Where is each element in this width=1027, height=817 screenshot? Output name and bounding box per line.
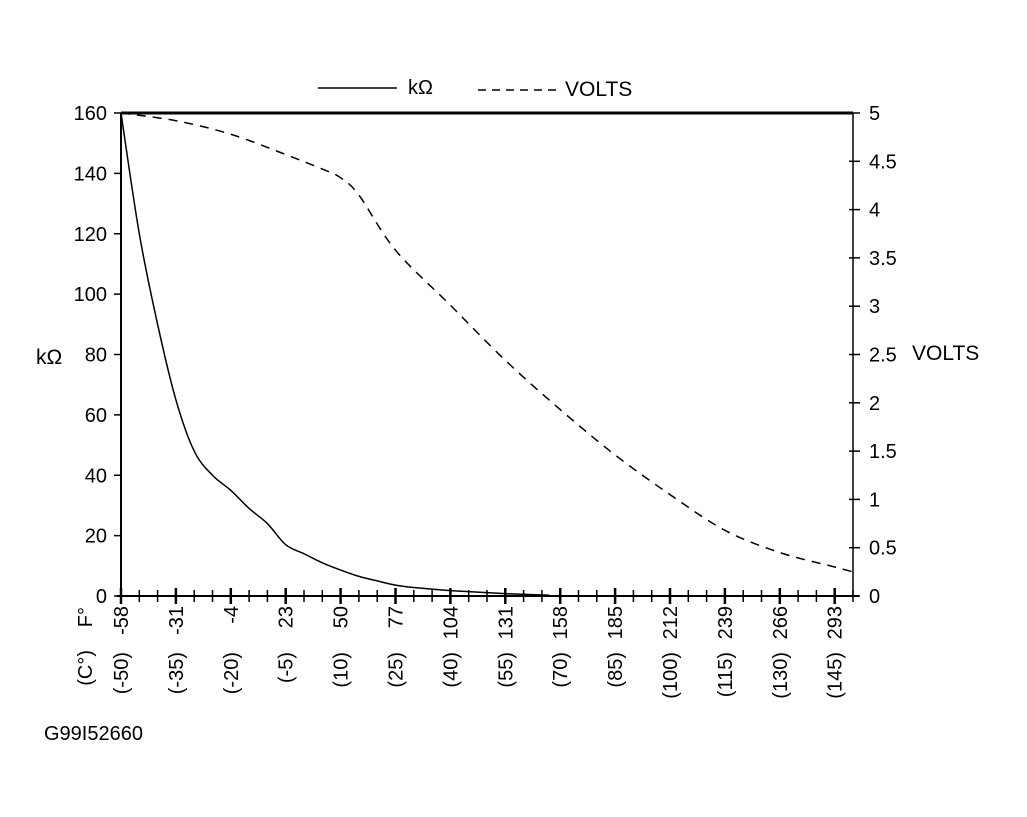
x-tick-label-c: (25) [386, 652, 408, 688]
x-tick-label-c: (70) [550, 652, 572, 688]
y-left-tick-label: 160 [74, 103, 107, 125]
legend: kΩ VOLTS [318, 77, 632, 101]
series-layer [120, 112, 854, 596]
x-tick-label-c: (-50) [111, 652, 133, 694]
x-tick-label-f: 158 [550, 606, 572, 639]
x-tick-label-f: 212 [660, 606, 682, 639]
x-axis-unit-c: (C°) [75, 650, 97, 686]
y-left-tick-label: 120 [74, 224, 107, 246]
x-tick-label-c: (100) [660, 652, 682, 699]
x-tick-label-f: 23 [276, 606, 298, 628]
x-tick-label-f: 104 [440, 606, 462, 639]
series-line-kohm [120, 112, 550, 596]
y-left-tick-label: 100 [74, 284, 107, 306]
y-right-tick-label: 0 [869, 586, 880, 608]
x-tick-label-f: -4 [221, 606, 243, 624]
y-left-tick-label: 0 [96, 586, 107, 608]
x-tick-label-c: (40) [440, 652, 462, 688]
y-left-tick-label: 80 [85, 345, 107, 367]
x-tick-label-c: (-35) [166, 652, 188, 694]
x-tick-label-c: (55) [495, 652, 517, 688]
y-left-tick-label: 20 [85, 526, 107, 548]
x-tick-label-c: (-5) [276, 652, 298, 683]
y-right-tick-label: 2.5 [869, 345, 897, 367]
x-tick-label-f: 131 [495, 606, 517, 639]
figure-id: G99I52660 [44, 723, 143, 745]
x-tick-label-f: 239 [715, 606, 737, 639]
x-tick-label-c: (115) [715, 652, 737, 697]
x-tick-label-f: 185 [605, 606, 627, 639]
legend-kohm-label: kΩ [408, 77, 433, 99]
x-tick-label-c: (85) [605, 652, 627, 688]
y-right-tick-label: 5 [869, 103, 880, 125]
x-tick-label-f: -58 [111, 606, 133, 635]
axes: 0 20 40 60 80 100 120 140 160 0 0.5 1 1.5 2 2.5 3 3.5 4 4.… [74, 103, 897, 699]
y-right-tick-label: 2 [869, 393, 880, 415]
x-tick-label-f: -31 [166, 606, 188, 635]
x-axis-unit-f: F° [75, 607, 97, 627]
y-left-axis-label: kΩ [36, 346, 62, 369]
y-right-tick-label: 0.5 [869, 538, 897, 560]
x-tick-label-c: (145) [825, 652, 847, 699]
x-tick-label-c: (-20) [221, 652, 243, 694]
y-left-tick-label: 140 [74, 163, 107, 185]
x-tick-label-c: (10) [331, 652, 353, 688]
y-right-tick-label: 4.5 [869, 151, 897, 173]
series-line-volts [120, 112, 854, 573]
x-tick-label-f: 293 [825, 606, 847, 639]
legend-volts-label: VOLTS [565, 78, 632, 101]
x-tick-label-f: 50 [331, 606, 353, 628]
y-right-tick-label: 1.5 [869, 441, 897, 463]
y-right-tick-label: 3 [869, 296, 880, 318]
x-tick-label-f: 77 [386, 606, 408, 628]
x-tick-label-f: 266 [770, 606, 792, 639]
y-right-tick-label: 3.5 [869, 248, 897, 270]
x-tick-label-c: (130) [770, 652, 792, 699]
y-right-tick-label: 1 [869, 489, 880, 511]
y-left-tick-label: 40 [85, 465, 107, 487]
y-right-axis-label: VOLTS [912, 342, 979, 365]
y-right-tick-label: 4 [869, 200, 880, 222]
y-left-tick-label: 60 [85, 405, 107, 427]
